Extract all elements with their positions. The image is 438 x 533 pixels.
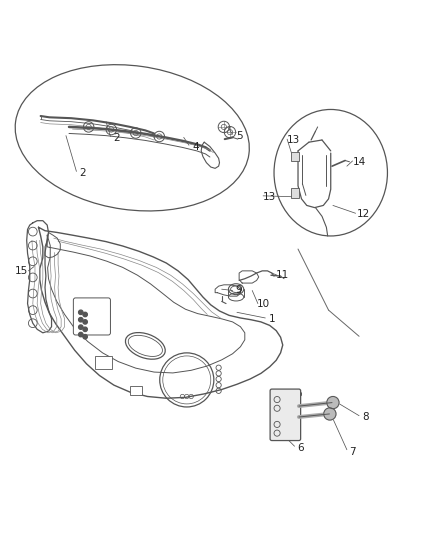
Text: 14: 14 <box>352 157 365 167</box>
Text: 6: 6 <box>296 442 303 453</box>
Circle shape <box>83 335 87 339</box>
Circle shape <box>83 320 87 324</box>
FancyBboxPatch shape <box>73 298 110 335</box>
Bar <box>95 356 112 369</box>
Text: 13: 13 <box>286 135 300 145</box>
Bar <box>291 152 299 161</box>
Text: 2: 2 <box>113 133 120 143</box>
Text: 2: 2 <box>78 168 85 177</box>
Text: 13: 13 <box>262 192 276 201</box>
Circle shape <box>323 408 335 420</box>
Text: 12: 12 <box>356 209 369 219</box>
Circle shape <box>326 397 338 409</box>
Text: 7: 7 <box>349 447 355 457</box>
Text: 15: 15 <box>14 266 28 276</box>
Circle shape <box>83 327 87 332</box>
Circle shape <box>78 318 83 322</box>
Circle shape <box>78 325 83 329</box>
Circle shape <box>78 333 83 337</box>
Circle shape <box>78 310 83 314</box>
Bar <box>291 188 299 198</box>
Text: 1: 1 <box>268 314 275 324</box>
FancyBboxPatch shape <box>269 389 300 441</box>
Circle shape <box>83 312 87 317</box>
Text: 10: 10 <box>256 298 269 309</box>
Text: 9: 9 <box>235 286 242 295</box>
Bar <box>130 385 142 395</box>
Text: 5: 5 <box>235 131 242 141</box>
Text: 4: 4 <box>192 142 198 151</box>
Text: 8: 8 <box>361 412 368 422</box>
Text: 11: 11 <box>276 270 289 280</box>
